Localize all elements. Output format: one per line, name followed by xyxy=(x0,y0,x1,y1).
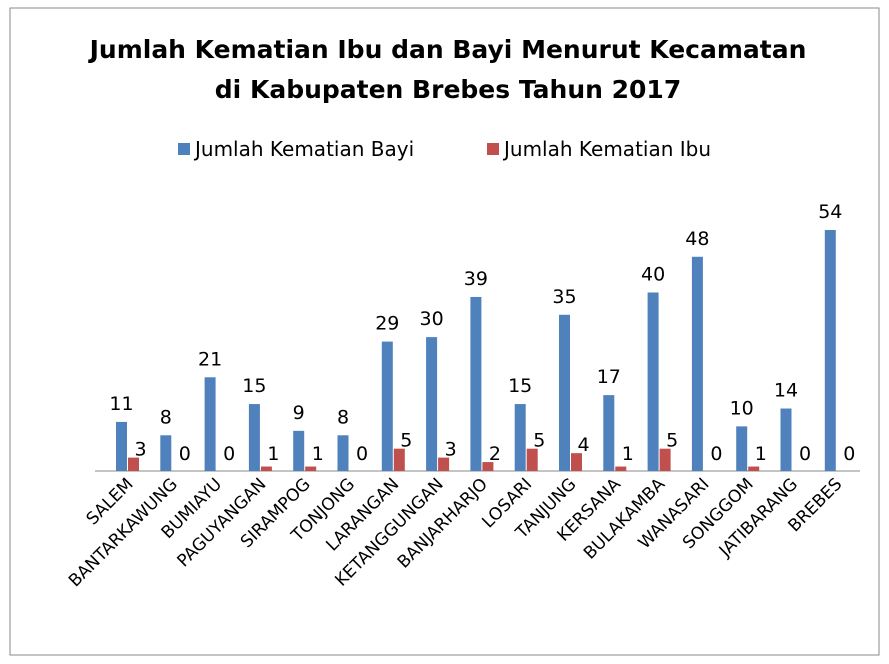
data-label: 15 xyxy=(508,375,532,397)
data-label: 8 xyxy=(337,406,349,428)
data-label: 40 xyxy=(641,263,665,285)
data-label: 0 xyxy=(223,443,235,465)
bar xyxy=(160,435,172,471)
bar xyxy=(571,453,582,471)
data-label: 3 xyxy=(135,439,147,461)
data-label: 3 xyxy=(445,439,457,461)
bar xyxy=(116,421,127,471)
bar xyxy=(337,435,349,471)
data-label: 0 xyxy=(356,443,368,465)
data-label: 8 xyxy=(160,406,172,428)
data-label: 21 xyxy=(198,348,222,370)
bar xyxy=(248,404,260,471)
data-label: 5 xyxy=(400,430,412,452)
bar xyxy=(381,341,393,471)
bar xyxy=(736,426,748,471)
data-label: 0 xyxy=(799,443,811,465)
data-label: 9 xyxy=(293,402,305,424)
bar xyxy=(659,448,671,471)
data-label: 5 xyxy=(666,430,678,452)
bar xyxy=(393,448,405,471)
bar xyxy=(824,230,836,471)
legend-swatch xyxy=(178,143,190,155)
data-label: 1 xyxy=(267,443,279,465)
data-label: 0 xyxy=(710,443,722,465)
bar xyxy=(260,466,272,471)
bar xyxy=(603,395,615,471)
data-label: 1 xyxy=(312,443,324,465)
data-label: 1 xyxy=(755,443,767,465)
data-label: 15 xyxy=(242,375,266,397)
bar xyxy=(293,430,305,471)
data-label: 5 xyxy=(533,430,545,452)
bar xyxy=(482,462,494,471)
data-label: 35 xyxy=(552,286,576,308)
data-label: 17 xyxy=(597,366,621,388)
data-label: 2 xyxy=(489,443,501,465)
data-label: 11 xyxy=(109,393,133,415)
legend-label: Jumlah Kematian Ibu xyxy=(502,137,711,161)
chart-title: di Kabupaten Brebes Tahun 2017 xyxy=(215,75,681,104)
bar xyxy=(748,466,760,471)
bar xyxy=(615,466,627,471)
bar xyxy=(204,377,216,471)
bar xyxy=(526,448,538,471)
data-label: 0 xyxy=(843,443,855,465)
bar xyxy=(780,408,792,471)
chart-title: Jumlah Kematian Ibu dan Bayi Menurut Kec… xyxy=(88,35,807,64)
data-label: 0 xyxy=(179,443,191,465)
bar xyxy=(438,457,450,471)
bar xyxy=(426,337,438,471)
bar xyxy=(691,256,703,471)
legend-label: Jumlah Kematian Bayi xyxy=(193,137,414,161)
data-label: 14 xyxy=(774,380,798,402)
chart-border xyxy=(9,7,880,656)
bar xyxy=(514,404,526,471)
data-label: 4 xyxy=(578,434,590,456)
data-label: 29 xyxy=(375,313,399,335)
bar xyxy=(647,292,659,471)
data-label: 30 xyxy=(420,308,444,330)
data-label: 39 xyxy=(464,268,488,290)
legend-swatch xyxy=(487,143,499,155)
bar xyxy=(559,314,570,471)
bar xyxy=(470,296,482,471)
bar xyxy=(128,457,139,471)
bar xyxy=(305,466,317,471)
data-label: 1 xyxy=(622,443,634,465)
data-label: 54 xyxy=(818,201,842,223)
data-label: 10 xyxy=(730,397,754,419)
data-label: 48 xyxy=(685,228,709,250)
